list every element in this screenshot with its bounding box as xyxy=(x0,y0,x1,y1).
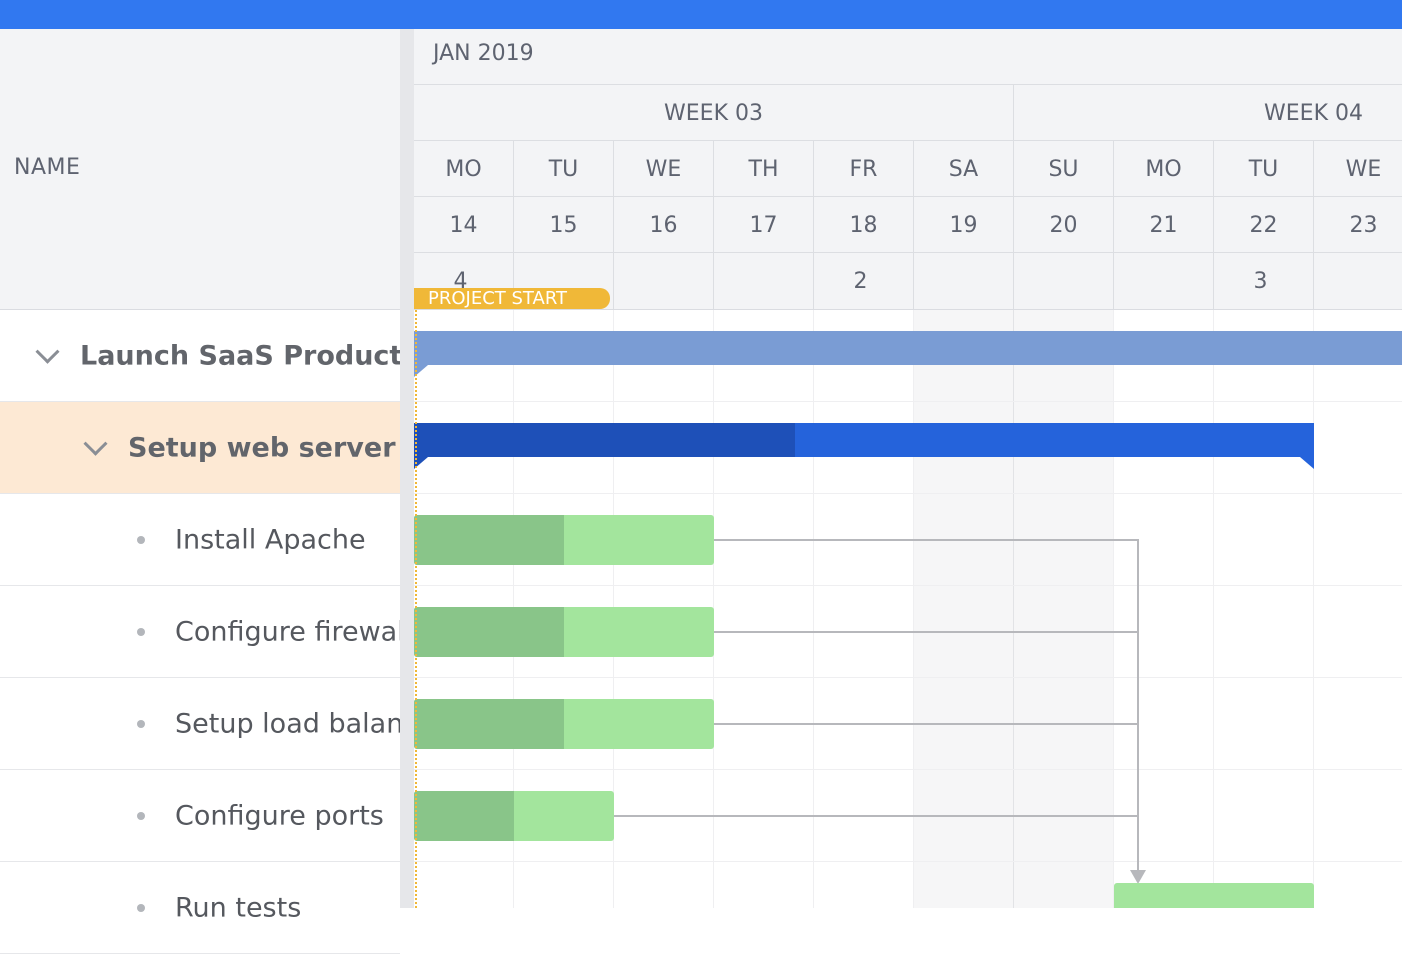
day-task-count xyxy=(514,253,614,309)
day-abbr: SA xyxy=(914,141,1014,197)
project-start-line xyxy=(415,310,417,908)
summary-bar-cap xyxy=(414,457,428,469)
dependency-lines xyxy=(614,539,1146,884)
bullet-icon xyxy=(137,719,145,728)
task-bar-configure-firewall[interactable] xyxy=(414,607,714,657)
row-label: Launch SaaS Product xyxy=(80,340,400,371)
day-task-count xyxy=(714,253,814,309)
day-date: 18 xyxy=(814,197,914,253)
day-task-count xyxy=(1014,253,1114,309)
row-label: Install Apache xyxy=(175,524,366,555)
day-date: 15 xyxy=(514,197,614,253)
task-progress xyxy=(414,791,514,841)
day-task-count: 3 xyxy=(1214,253,1314,309)
day-date: 19 xyxy=(914,197,1014,253)
day-abbr: MO xyxy=(414,141,514,197)
tree-row-configure-ports[interactable]: Configure ports xyxy=(0,770,400,862)
project-start-marker[interactable]: PROJECT START xyxy=(414,288,610,309)
day-abbr: TU xyxy=(1214,141,1314,197)
chevron-down-icon[interactable] xyxy=(35,339,60,364)
task-bar-install-apache[interactable] xyxy=(414,515,714,565)
month-label: JAN 2019 xyxy=(433,41,534,66)
day-date: 16 xyxy=(614,197,714,253)
chevron-down-icon[interactable] xyxy=(83,431,108,456)
day-date: 20 xyxy=(1014,197,1114,253)
splitter-handle[interactable] xyxy=(400,29,414,908)
day-task-count xyxy=(914,253,1014,309)
day-task-count xyxy=(1314,253,1402,309)
row-label: Configure firewall xyxy=(175,616,400,647)
day-task-count xyxy=(614,253,714,309)
tree-row-launch-saas[interactable]: Launch SaaS Product xyxy=(0,310,400,402)
summary-progress xyxy=(414,423,795,457)
tree-row-setup-load-balancer[interactable]: Setup load balancer xyxy=(0,678,400,770)
day-abbr: SU xyxy=(1014,141,1114,197)
row-label: Configure ports xyxy=(175,800,384,831)
name-column-header[interactable]: NAME xyxy=(14,155,81,180)
week-header: WEEK 04 xyxy=(1264,100,1363,126)
day-task-count: 4 xyxy=(414,253,514,309)
task-progress xyxy=(414,699,564,749)
day-abbr: WE xyxy=(1314,141,1402,197)
task-progress xyxy=(414,607,564,657)
week-header: WEEK 03 xyxy=(664,100,763,126)
timeline-header: JAN 2019 WEEK 03 WEEK 04 MO TU WE TH FR … xyxy=(414,29,1402,310)
top-bar xyxy=(0,0,1402,29)
row-label: Setup load balancer xyxy=(175,708,400,739)
tree-row-run-tests[interactable]: Run tests xyxy=(0,862,400,954)
summary-bar-cap xyxy=(1300,457,1314,469)
day-date: 14 xyxy=(414,197,514,253)
weekend-shading xyxy=(914,310,1114,908)
day-task-count xyxy=(1114,253,1214,309)
grid-header: NAME xyxy=(0,29,400,310)
day-abbr: WE xyxy=(614,141,714,197)
day-date: 22 xyxy=(1214,197,1314,253)
timeline-body xyxy=(414,310,1402,908)
day-date: 21 xyxy=(1114,197,1214,253)
day-abbr: MO xyxy=(1114,141,1214,197)
tree-row-configure-firewall[interactable]: Configure firewall xyxy=(0,586,400,678)
day-abbr: TH xyxy=(714,141,814,197)
day-abbr: TU xyxy=(514,141,614,197)
day-abbr: FR xyxy=(814,141,914,197)
day-date: 17 xyxy=(714,197,814,253)
task-bar-configure-ports[interactable] xyxy=(414,791,614,841)
day-task-count: 2 xyxy=(814,253,914,309)
bullet-icon xyxy=(137,627,145,636)
bullet-icon xyxy=(137,535,145,544)
day-date: 23 xyxy=(1314,197,1402,253)
tree-row-setup-web-server[interactable]: Setup web server xyxy=(0,402,400,494)
summary-bar-setup-web-server[interactable] xyxy=(414,423,1314,457)
summary-bar-cap xyxy=(414,365,428,377)
tree-row-install-apache[interactable]: Install Apache xyxy=(0,494,400,586)
summary-bar-launch-saas[interactable] xyxy=(414,331,1402,365)
task-progress xyxy=(414,515,564,565)
bullet-icon xyxy=(137,811,145,820)
row-label: Setup web server xyxy=(128,432,396,463)
task-bar-run-tests[interactable] xyxy=(1114,883,1314,908)
task-bar-setup-load-balancer[interactable] xyxy=(414,699,714,749)
